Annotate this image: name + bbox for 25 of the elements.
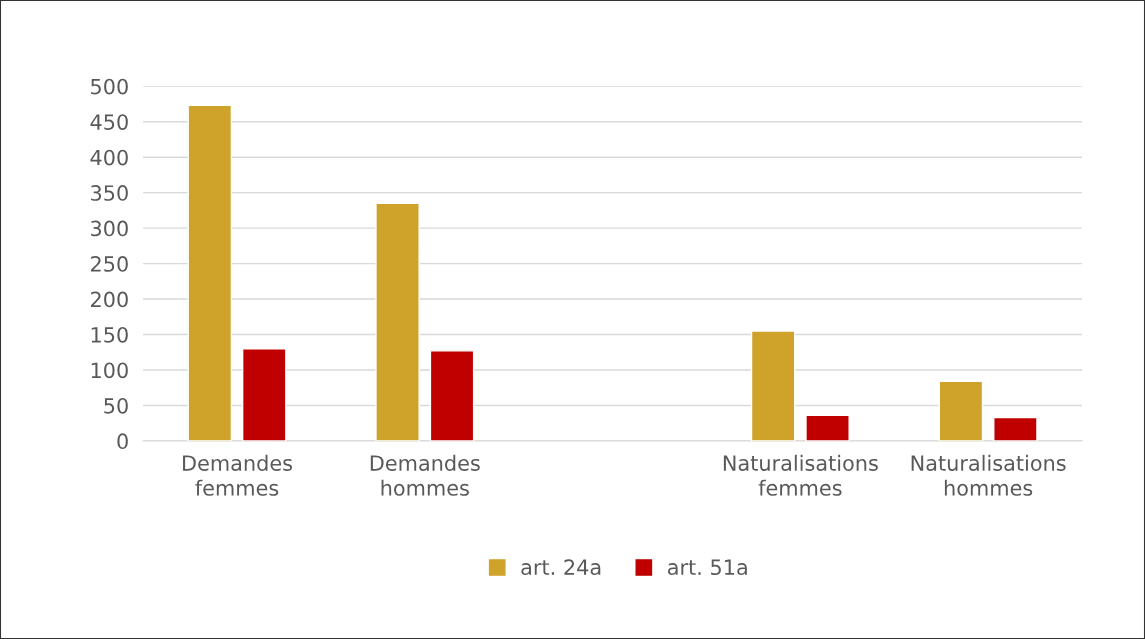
x-tick-label: Demandes hommes <box>370 454 480 496</box>
bar <box>375 202 420 441</box>
bar <box>938 380 984 441</box>
y-tick-label: 150 <box>91 326 128 343</box>
y-tick-label: 300 <box>91 220 128 237</box>
x-tick-label: Demandes femmes <box>183 454 293 496</box>
legend-label: art. 24a <box>521 559 601 576</box>
y-tick-label: 250 <box>91 256 128 272</box>
bar <box>241 348 287 441</box>
x-tick-label: Naturalisations femmes <box>723 454 878 496</box>
y-tick-label: 0 <box>117 433 128 450</box>
bar <box>750 330 796 441</box>
bar <box>429 350 475 441</box>
y-tick-label: 100 <box>91 362 128 379</box>
y-tick-label: 350 <box>91 185 128 201</box>
y-tick-label: 200 <box>91 291 128 308</box>
y-tick-label: 400 <box>90 149 128 166</box>
y-tick-label: 50 <box>104 397 128 414</box>
y-tick-label: 500 <box>91 78 128 95</box>
bar <box>993 416 1038 441</box>
x-tick-label: Naturalisations hommes <box>911 454 1066 496</box>
y-tick-label: 450 <box>90 114 128 130</box>
bar <box>187 104 233 441</box>
legend-label: art. 51a <box>667 559 747 576</box>
bar <box>805 414 850 441</box>
